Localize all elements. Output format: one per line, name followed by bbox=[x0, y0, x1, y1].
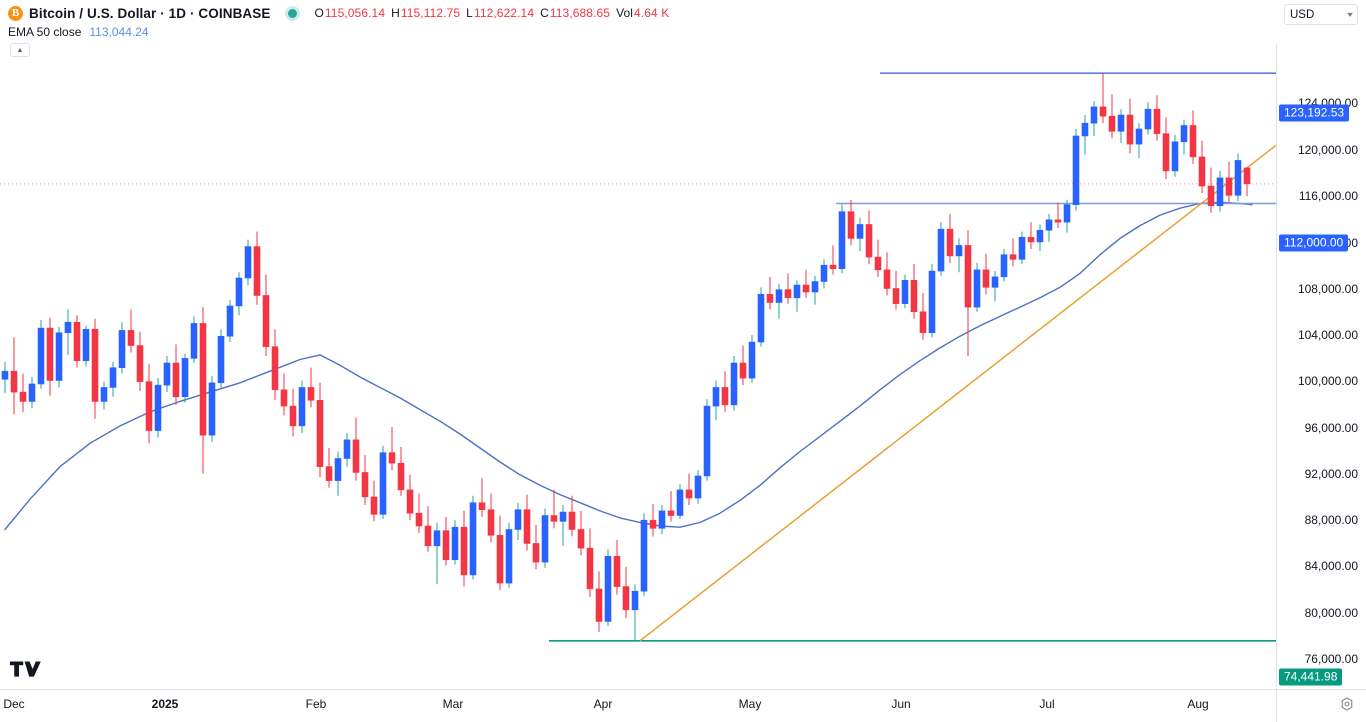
ohlc-high-label: H bbox=[391, 6, 400, 20]
price-axis[interactable]: 124,000.00120,000.00116,000.00112,000.00… bbox=[1276, 44, 1366, 712]
time-axis-tick: Jun bbox=[891, 697, 911, 711]
price-chart-canvas[interactable] bbox=[0, 44, 1276, 689]
ema-indicator-value: 113,044.24 bbox=[89, 25, 149, 39]
price-axis-tick: 100,000.00 bbox=[1297, 374, 1358, 388]
volume-value: 4.64 K bbox=[634, 6, 670, 20]
time-axis-tick: Mar bbox=[442, 697, 464, 711]
chevron-down-icon: ▾ bbox=[1347, 10, 1353, 19]
price-axis-tick: 76,000.00 bbox=[1304, 652, 1358, 666]
symbol-title[interactable]: Bitcoin / U.S. Dollar · 1D · COINBASE bbox=[29, 5, 271, 21]
price-level-badge[interactable]: 74,441.98 bbox=[1279, 668, 1343, 686]
ohlc-close-value: 113,688.65 bbox=[549, 6, 611, 20]
chart-header: B Bitcoin / U.S. Dollar · 1D · COINBASE … bbox=[0, 0, 1366, 44]
ohlc-open-label: O bbox=[314, 6, 324, 20]
price-level-badge[interactable]: 123,192.53 bbox=[1279, 104, 1350, 122]
price-axis-tick: 116,000.00 bbox=[1298, 189, 1358, 203]
price-axis-tick: 84,000.00 bbox=[1304, 559, 1358, 573]
time-axis-tick: Jul bbox=[1039, 697, 1055, 711]
axis-settings-icon[interactable] bbox=[1340, 697, 1354, 711]
volume-label: Vol bbox=[616, 6, 634, 20]
time-axis-tick: Feb bbox=[305, 697, 327, 711]
price-axis-tick: 104,000.00 bbox=[1297, 328, 1358, 342]
price-axis-tick: 120,000.00 bbox=[1297, 143, 1358, 157]
drawing-overlays[interactable] bbox=[549, 72, 1276, 642]
ohlc-low-value: 112,622.14 bbox=[473, 6, 535, 20]
indicator-legend-row: EMA 50 close 113,044.24 bbox=[8, 25, 149, 39]
ema-50-line bbox=[4, 201, 1253, 531]
tradingview-logo bbox=[10, 661, 41, 677]
symbol-legend-row: B Bitcoin / U.S. Dollar · 1D · COINBASE … bbox=[8, 4, 675, 22]
price-axis-tick: 92,000.00 bbox=[1304, 467, 1358, 481]
ohlc-close-label: C bbox=[540, 6, 549, 20]
time-axis-tick: 2025 bbox=[151, 697, 179, 711]
bitcoin-logo-icon: B bbox=[8, 5, 23, 21]
time-axis-tick: May bbox=[738, 697, 762, 711]
ohlc-high-value: 115,112.75 bbox=[400, 6, 461, 20]
price-axis-tick: 96,000.00 bbox=[1304, 421, 1358, 435]
time-axis-tick: Dec bbox=[3, 697, 25, 711]
currency-selector[interactable]: USD ▾ bbox=[1284, 4, 1358, 25]
price-axis-tick: 80,000.00 bbox=[1304, 606, 1358, 620]
time-axis[interactable]: Dec 2025 Feb Mar Apr May Jun Jul Aug bbox=[0, 689, 1366, 722]
ohlc-low-label: L bbox=[466, 6, 473, 20]
ema-indicator-label[interactable]: EMA 50 close bbox=[8, 25, 82, 39]
ohlc-open-value: 115,056.14 bbox=[324, 6, 386, 20]
candlestick-series bbox=[1, 73, 1251, 641]
market-open-dot-icon bbox=[288, 8, 298, 18]
chevron-up-icon: ▲ bbox=[16, 46, 24, 54]
time-axis-tick: Aug bbox=[1187, 697, 1209, 711]
price-level-badge[interactable]: 112,000.00 bbox=[1279, 234, 1349, 252]
price-axis-tick: 108,000.00 bbox=[1297, 282, 1358, 296]
time-axis-divider bbox=[1276, 690, 1277, 722]
ohlc-values: O115,056.14 H115,112.75 L112,622.14 C113,68… bbox=[314, 6, 675, 20]
collapse-legend-button[interactable]: ▲ bbox=[10, 43, 30, 57]
price-axis-tick: 88,000.00 bbox=[1304, 513, 1358, 527]
time-axis-tick: Apr bbox=[593, 697, 613, 711]
currency-selector-value: USD bbox=[1290, 8, 1315, 21]
